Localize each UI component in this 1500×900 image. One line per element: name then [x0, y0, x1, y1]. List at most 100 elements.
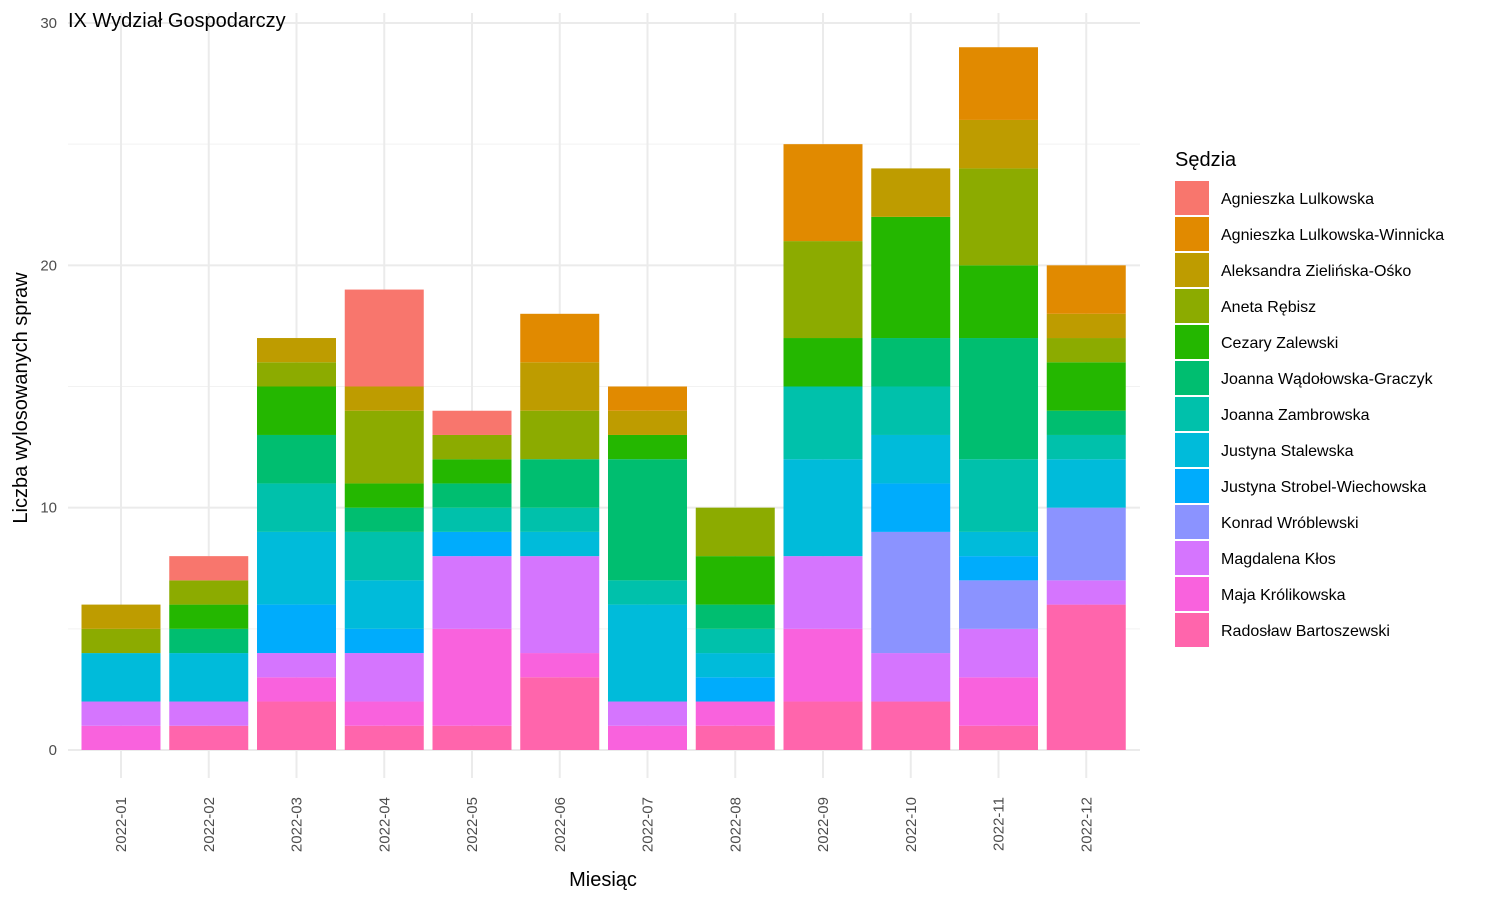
- legend-key: [1175, 253, 1209, 287]
- bar-segment: [959, 677, 1038, 726]
- bar-segment: [959, 628, 1038, 678]
- bar-segment: [257, 362, 336, 387]
- y-axis-title: Liczba wylosowanych spraw: [10, 272, 32, 524]
- bar-segment: [959, 725, 1038, 750]
- legend-title: Sędzia: [1175, 149, 1237, 171]
- bar-segment: [344, 701, 424, 726]
- bar-segment: [783, 338, 863, 387]
- bar-segment: [871, 338, 951, 387]
- bar-segment: [432, 628, 512, 726]
- legend-label: Agnieszka Lulkowska-Winnicka: [1221, 227, 1444, 244]
- bar-segment: [344, 410, 424, 484]
- bar-segment: [432, 556, 512, 629]
- bar-segment: [257, 653, 336, 678]
- bar-segment: [432, 725, 512, 750]
- bar-segment: [520, 362, 600, 411]
- bar-segment: [257, 483, 336, 532]
- bar-segment: [1046, 580, 1126, 605]
- x-tick-label: 2022-06: [552, 797, 569, 852]
- bar-segment: [520, 459, 600, 508]
- x-tick-label: 2022-02: [201, 797, 218, 852]
- bar-segment: [81, 725, 161, 750]
- bar-segment: [871, 216, 951, 339]
- legend-key: [1175, 433, 1209, 467]
- bar-segment: [959, 459, 1038, 532]
- bar-segment: [169, 628, 249, 654]
- bar-segment: [169, 725, 249, 750]
- bar-segment: [695, 701, 775, 726]
- y-tick-label: 0: [49, 742, 57, 759]
- bar-segment: [81, 653, 161, 702]
- bar-segment: [695, 725, 775, 750]
- x-tick-label: 2022-04: [376, 797, 393, 852]
- bar-segment: [608, 725, 687, 750]
- bar-segment: [871, 701, 951, 750]
- legend-label: Aneta Rębisz: [1221, 299, 1316, 316]
- bar-segment: [1046, 362, 1126, 411]
- bar-segment: [432, 507, 512, 532]
- bar-segment: [695, 677, 775, 702]
- bar-segment: [959, 556, 1038, 581]
- bar-segment: [608, 459, 687, 581]
- legend-key: [1175, 613, 1209, 647]
- legend-label: Justyna Stalewska: [1221, 443, 1354, 460]
- bar-segment: [608, 434, 687, 460]
- bar-segment: [344, 386, 424, 411]
- x-tick-label: 2022-05: [464, 797, 481, 852]
- bar-segment: [695, 628, 775, 654]
- bars: [81, 47, 1126, 750]
- bar-segment: [169, 604, 249, 629]
- bar-segment: [169, 580, 249, 605]
- bar-segment: [959, 168, 1038, 266]
- bar-segment: [959, 119, 1038, 169]
- bar-segment: [959, 47, 1038, 120]
- bar-segment: [783, 628, 863, 702]
- bar-segment: [608, 386, 687, 411]
- legend-label: Radosław Bartoszewski: [1221, 623, 1390, 640]
- x-tick-label: 2022-11: [991, 797, 1008, 851]
- legend-key: [1175, 325, 1209, 359]
- bar-segment: [344, 628, 424, 654]
- x-tick-label: 2022-01: [113, 797, 130, 852]
- bar-segment: [520, 556, 600, 654]
- bar-segment: [871, 434, 951, 484]
- y-tick-label: 10: [40, 500, 57, 517]
- bar-segment: [783, 386, 863, 460]
- y-tick-label: 30: [40, 15, 57, 32]
- bar-segment: [871, 386, 951, 435]
- bar-segment: [344, 531, 424, 581]
- bar-segment: [783, 241, 863, 339]
- bar-segment: [257, 434, 336, 484]
- bar-segment: [81, 701, 161, 726]
- bar-segment: [169, 701, 249, 726]
- bar-segment: [871, 168, 951, 217]
- bar-segment: [344, 580, 424, 629]
- bar-segment: [257, 338, 336, 363]
- y-tick-label: 20: [40, 257, 57, 274]
- bar-segment: [432, 434, 512, 460]
- x-tick-label: 2022-03: [289, 797, 306, 852]
- y-axis-ticks: 0 10 20 30: [40, 15, 57, 759]
- legend-key: [1175, 541, 1209, 575]
- legend-label: Agnieszka Lulkowska: [1221, 191, 1374, 208]
- legend-label: Cezary Zalewski: [1221, 335, 1338, 352]
- bar-segment: [520, 507, 600, 532]
- bar-segment: [257, 531, 336, 605]
- bar-segment: [520, 653, 600, 678]
- bar-segment: [1046, 313, 1126, 339]
- legend-key: [1175, 577, 1209, 611]
- bar-segment: [608, 580, 687, 605]
- bar-segment: [1046, 410, 1126, 435]
- bar-segment: [1046, 265, 1126, 314]
- bar-segment: [695, 556, 775, 605]
- bar-segment: [344, 507, 424, 532]
- legend-key: [1175, 469, 1209, 503]
- legend-label: Joanna Zambrowska: [1221, 407, 1370, 424]
- bar-segment: [871, 653, 951, 702]
- bar-segment: [1046, 507, 1126, 581]
- bar-segment: [432, 531, 512, 557]
- legend-label: Aleksandra Zielińska-Ośko: [1221, 263, 1411, 280]
- legend-label: Magdalena Kłos: [1221, 551, 1336, 568]
- legend-key: [1175, 181, 1209, 215]
